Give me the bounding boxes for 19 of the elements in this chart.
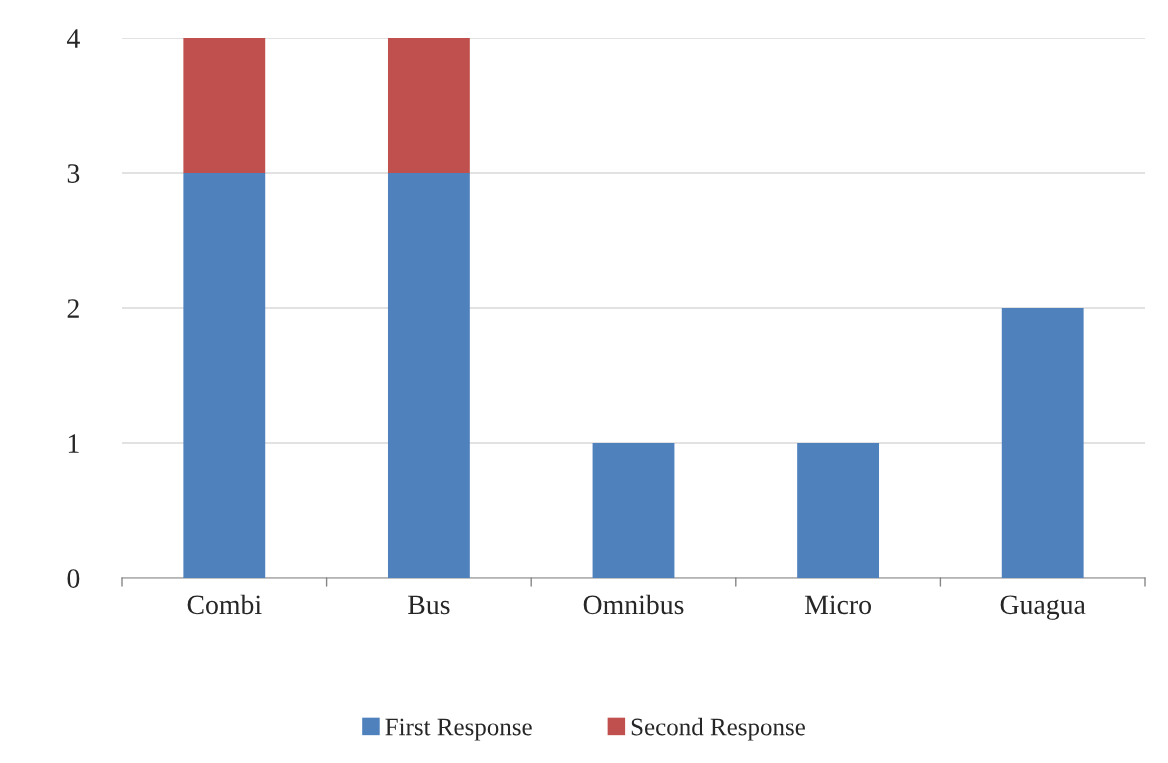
bar: [797, 443, 880, 578]
y-tick-label: 2: [67, 299, 79, 318]
x-tick-label: Guagua: [1000, 595, 1086, 620]
y-tick-label: 3: [67, 164, 80, 183]
bar: [387, 173, 470, 578]
x-tick-label: Micro: [804, 595, 871, 615]
bar: [387, 38, 470, 173]
y-tick-label: 0: [67, 569, 80, 588]
y-tick-label: 4: [66, 29, 80, 48]
bar: [183, 173, 266, 578]
x-tick-label: Omnibus: [583, 594, 684, 615]
x-tick-label: Combi: [187, 594, 262, 615]
legend-label: First Response: [385, 718, 532, 741]
legend-label: Second Response: [631, 717, 805, 741]
y-tick-label: 1: [68, 434, 79, 453]
x-tick-label: Bus: [408, 595, 450, 615]
bar: [1001, 308, 1084, 578]
bar: [183, 38, 266, 173]
bar: [592, 443, 675, 578]
